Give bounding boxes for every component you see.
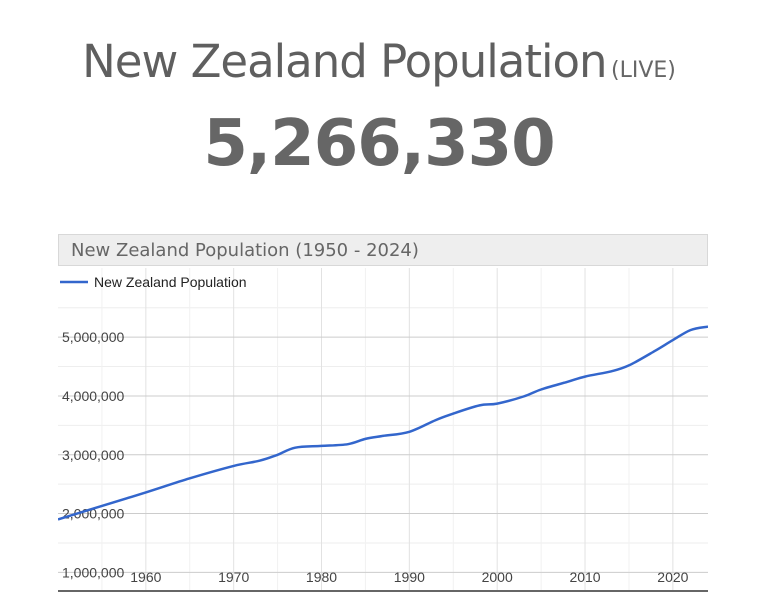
chart-canvas: 1,000,000 2,000,000 3,000,000 4,000,000 5,00…	[58, 268, 708, 592]
x-tick-label: 2020	[657, 569, 688, 585]
y-tick-label: 5,000,000	[62, 329, 124, 345]
y-tick-label: 2,000,000	[62, 506, 124, 522]
x-tick-label: 1970	[218, 569, 249, 585]
page-header: New Zealand Population (LIVE)	[0, 30, 758, 94]
legend-label: New Zealand Population	[94, 274, 247, 290]
page-title: New Zealand Population	[82, 35, 607, 88]
y-tick-label: 4,000,000	[62, 388, 124, 404]
x-tick-label: 1980	[306, 569, 337, 585]
x-tick-label: 1960	[130, 569, 161, 585]
x-tick-label: 2010	[569, 569, 600, 585]
live-population-counter: 5,266,330	[203, 107, 555, 181]
chart-title: New Zealand Population (1950 - 2024)	[58, 234, 708, 266]
population-chart: New Zealand Population (1950 - 2024) 1,0…	[58, 234, 708, 592]
x-tick-label: 2000	[482, 569, 513, 585]
y-tick-label: 3,000,000	[62, 447, 124, 463]
y-tick-label: 1,000,000	[62, 564, 124, 580]
series-line	[58, 325, 708, 521]
x-tick-label: 1990	[394, 569, 425, 585]
live-tag: (LIVE)	[611, 58, 676, 83]
